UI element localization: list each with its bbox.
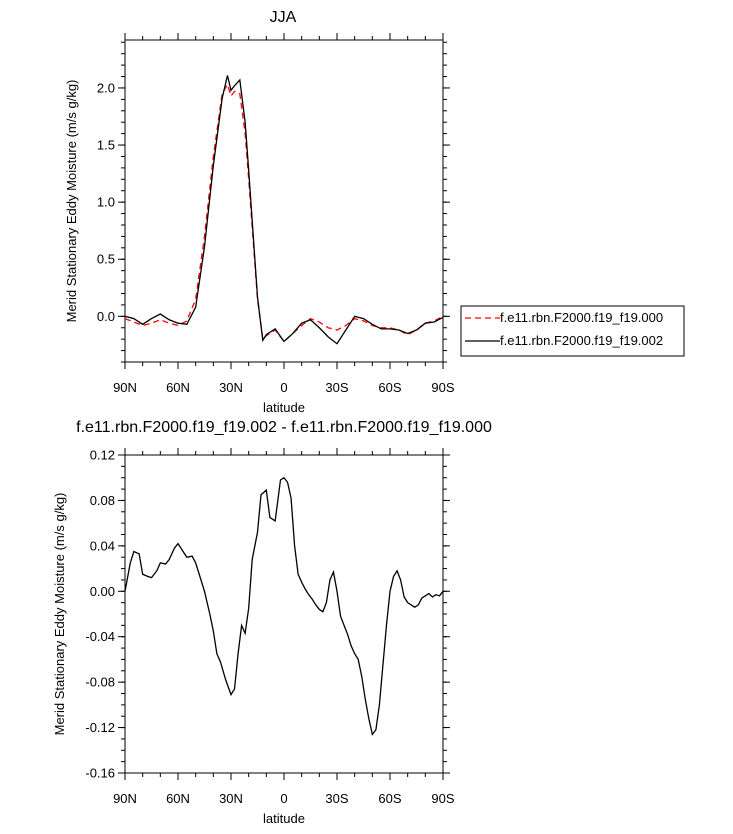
top-y-tick-label: 1.5 <box>97 138 115 153</box>
top-panel: JJA 90N 60N 30N 0 30S 60S 90S 0.0 0.5 1.… <box>64 9 685 415</box>
legend-label-f19-000: f.e11.rbn.F2000.f19_f19.000 <box>500 310 663 325</box>
bottom-x-tick-label: 90N <box>113 791 137 806</box>
top-y-tick-label: 2.0 <box>97 80 115 95</box>
legend-box <box>460 305 685 357</box>
series-line-difference <box>124 476 444 736</box>
bottom-y-tick-label: 0.12 <box>90 448 115 463</box>
bottom-y-tick-label: -0.04 <box>85 629 115 644</box>
series-line-f19-000 <box>124 82 444 343</box>
top-chart-title: JJA <box>270 9 297 26</box>
top-y-tick-label: 1.0 <box>97 195 115 210</box>
top-tick-marks <box>118 33 450 369</box>
top-x-tick-label: 90N <box>113 380 137 395</box>
bottom-y-tick-label: -0.08 <box>85 675 115 690</box>
top-x-axis-label: latitude <box>263 400 305 415</box>
top-x-tick-label: 0 <box>280 380 287 395</box>
bottom-chart-title: f.e11.rbn.F2000.f19_f19.002 - f.e11.rbn.… <box>76 419 492 436</box>
bottom-x-tick-label: 90S <box>431 791 454 806</box>
top-x-tick-labels: 90N 60N 30N 0 30S 60S 90S <box>113 380 455 395</box>
top-y-tick-label: 0.5 <box>97 252 115 267</box>
bottom-panel: f.e11.rbn.F2000.f19_f19.002 - f.e11.rbn.… <box>52 419 492 826</box>
bottom-y-tick-label: 0.08 <box>90 493 115 508</box>
top-y-tick-labels: 0.0 0.5 1.0 1.5 2.0 <box>97 80 115 323</box>
top-x-tick-label: 60N <box>166 380 190 395</box>
legend-label-f19-002: f.e11.rbn.F2000.f19_f19.002 <box>500 333 663 348</box>
bottom-tick-marks <box>118 448 450 780</box>
top-legend: f.e11.rbn.F2000.f19_f19.000 f.e11.rbn.F2… <box>460 305 685 357</box>
top-y-axis-label: Merid Stationary Eddy Moisture (m/s g/kg… <box>64 80 79 323</box>
top-plot-frame <box>124 39 444 363</box>
top-y-tick-label: 0.0 <box>97 309 115 324</box>
bottom-plot-frame <box>124 454 444 774</box>
bottom-x-tick-label: 30N <box>219 791 243 806</box>
bottom-y-tick-label: 0.04 <box>90 538 115 553</box>
top-x-tick-label: 30N <box>219 380 243 395</box>
bottom-y-tick-label: -0.12 <box>85 720 115 735</box>
bottom-y-tick-label: -0.16 <box>85 766 115 781</box>
bottom-y-axis-label: Merid Stationary Eddy Moisture (m/s g/kg… <box>52 493 67 736</box>
bottom-x-tick-label: 30S <box>325 791 348 806</box>
bottom-x-axis-label: latitude <box>263 811 305 826</box>
bottom-x-tick-labels: 90N 60N 30N 0 30S 60S 90S <box>113 791 455 806</box>
bottom-x-tick-label: 60S <box>378 791 401 806</box>
bottom-x-tick-label: 0 <box>280 791 287 806</box>
series-line-f19-002 <box>124 75 444 345</box>
top-x-tick-label: 90S <box>431 380 454 395</box>
top-x-tick-label: 60S <box>378 380 401 395</box>
bottom-y-tick-labels: 0.12 0.08 0.04 0.00 -0.04 -0.08 -0.12 -0… <box>85 448 115 781</box>
bottom-y-tick-label: 0.00 <box>90 584 115 599</box>
bottom-x-tick-label: 60N <box>166 791 190 806</box>
top-x-tick-label: 30S <box>325 380 348 395</box>
